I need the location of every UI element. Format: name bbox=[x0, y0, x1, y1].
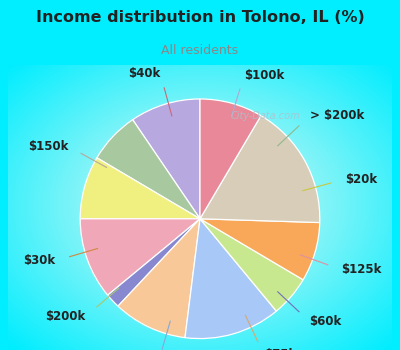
Wedge shape bbox=[200, 99, 261, 219]
Wedge shape bbox=[108, 219, 200, 306]
Text: Income distribution in Tolono, IL (%): Income distribution in Tolono, IL (%) bbox=[36, 10, 364, 25]
Wedge shape bbox=[200, 219, 320, 280]
Wedge shape bbox=[80, 219, 200, 295]
Text: $30k: $30k bbox=[24, 254, 56, 267]
Text: All residents: All residents bbox=[162, 44, 238, 57]
Wedge shape bbox=[118, 219, 200, 338]
Wedge shape bbox=[200, 219, 303, 311]
Wedge shape bbox=[80, 158, 200, 219]
Text: $100k: $100k bbox=[244, 69, 284, 82]
Text: City-Data.com: City-Data.com bbox=[231, 111, 300, 121]
Text: $20k: $20k bbox=[345, 173, 377, 186]
Wedge shape bbox=[97, 120, 200, 219]
Wedge shape bbox=[200, 116, 320, 223]
Text: $75k: $75k bbox=[264, 348, 296, 350]
Wedge shape bbox=[133, 99, 200, 219]
Wedge shape bbox=[185, 219, 276, 338]
Text: $125k: $125k bbox=[342, 263, 382, 276]
Text: $40k: $40k bbox=[128, 67, 160, 80]
Text: > $200k: > $200k bbox=[310, 110, 364, 122]
Text: $60k: $60k bbox=[310, 315, 342, 328]
Text: $200k: $200k bbox=[46, 310, 86, 323]
Text: $150k: $150k bbox=[28, 140, 68, 153]
